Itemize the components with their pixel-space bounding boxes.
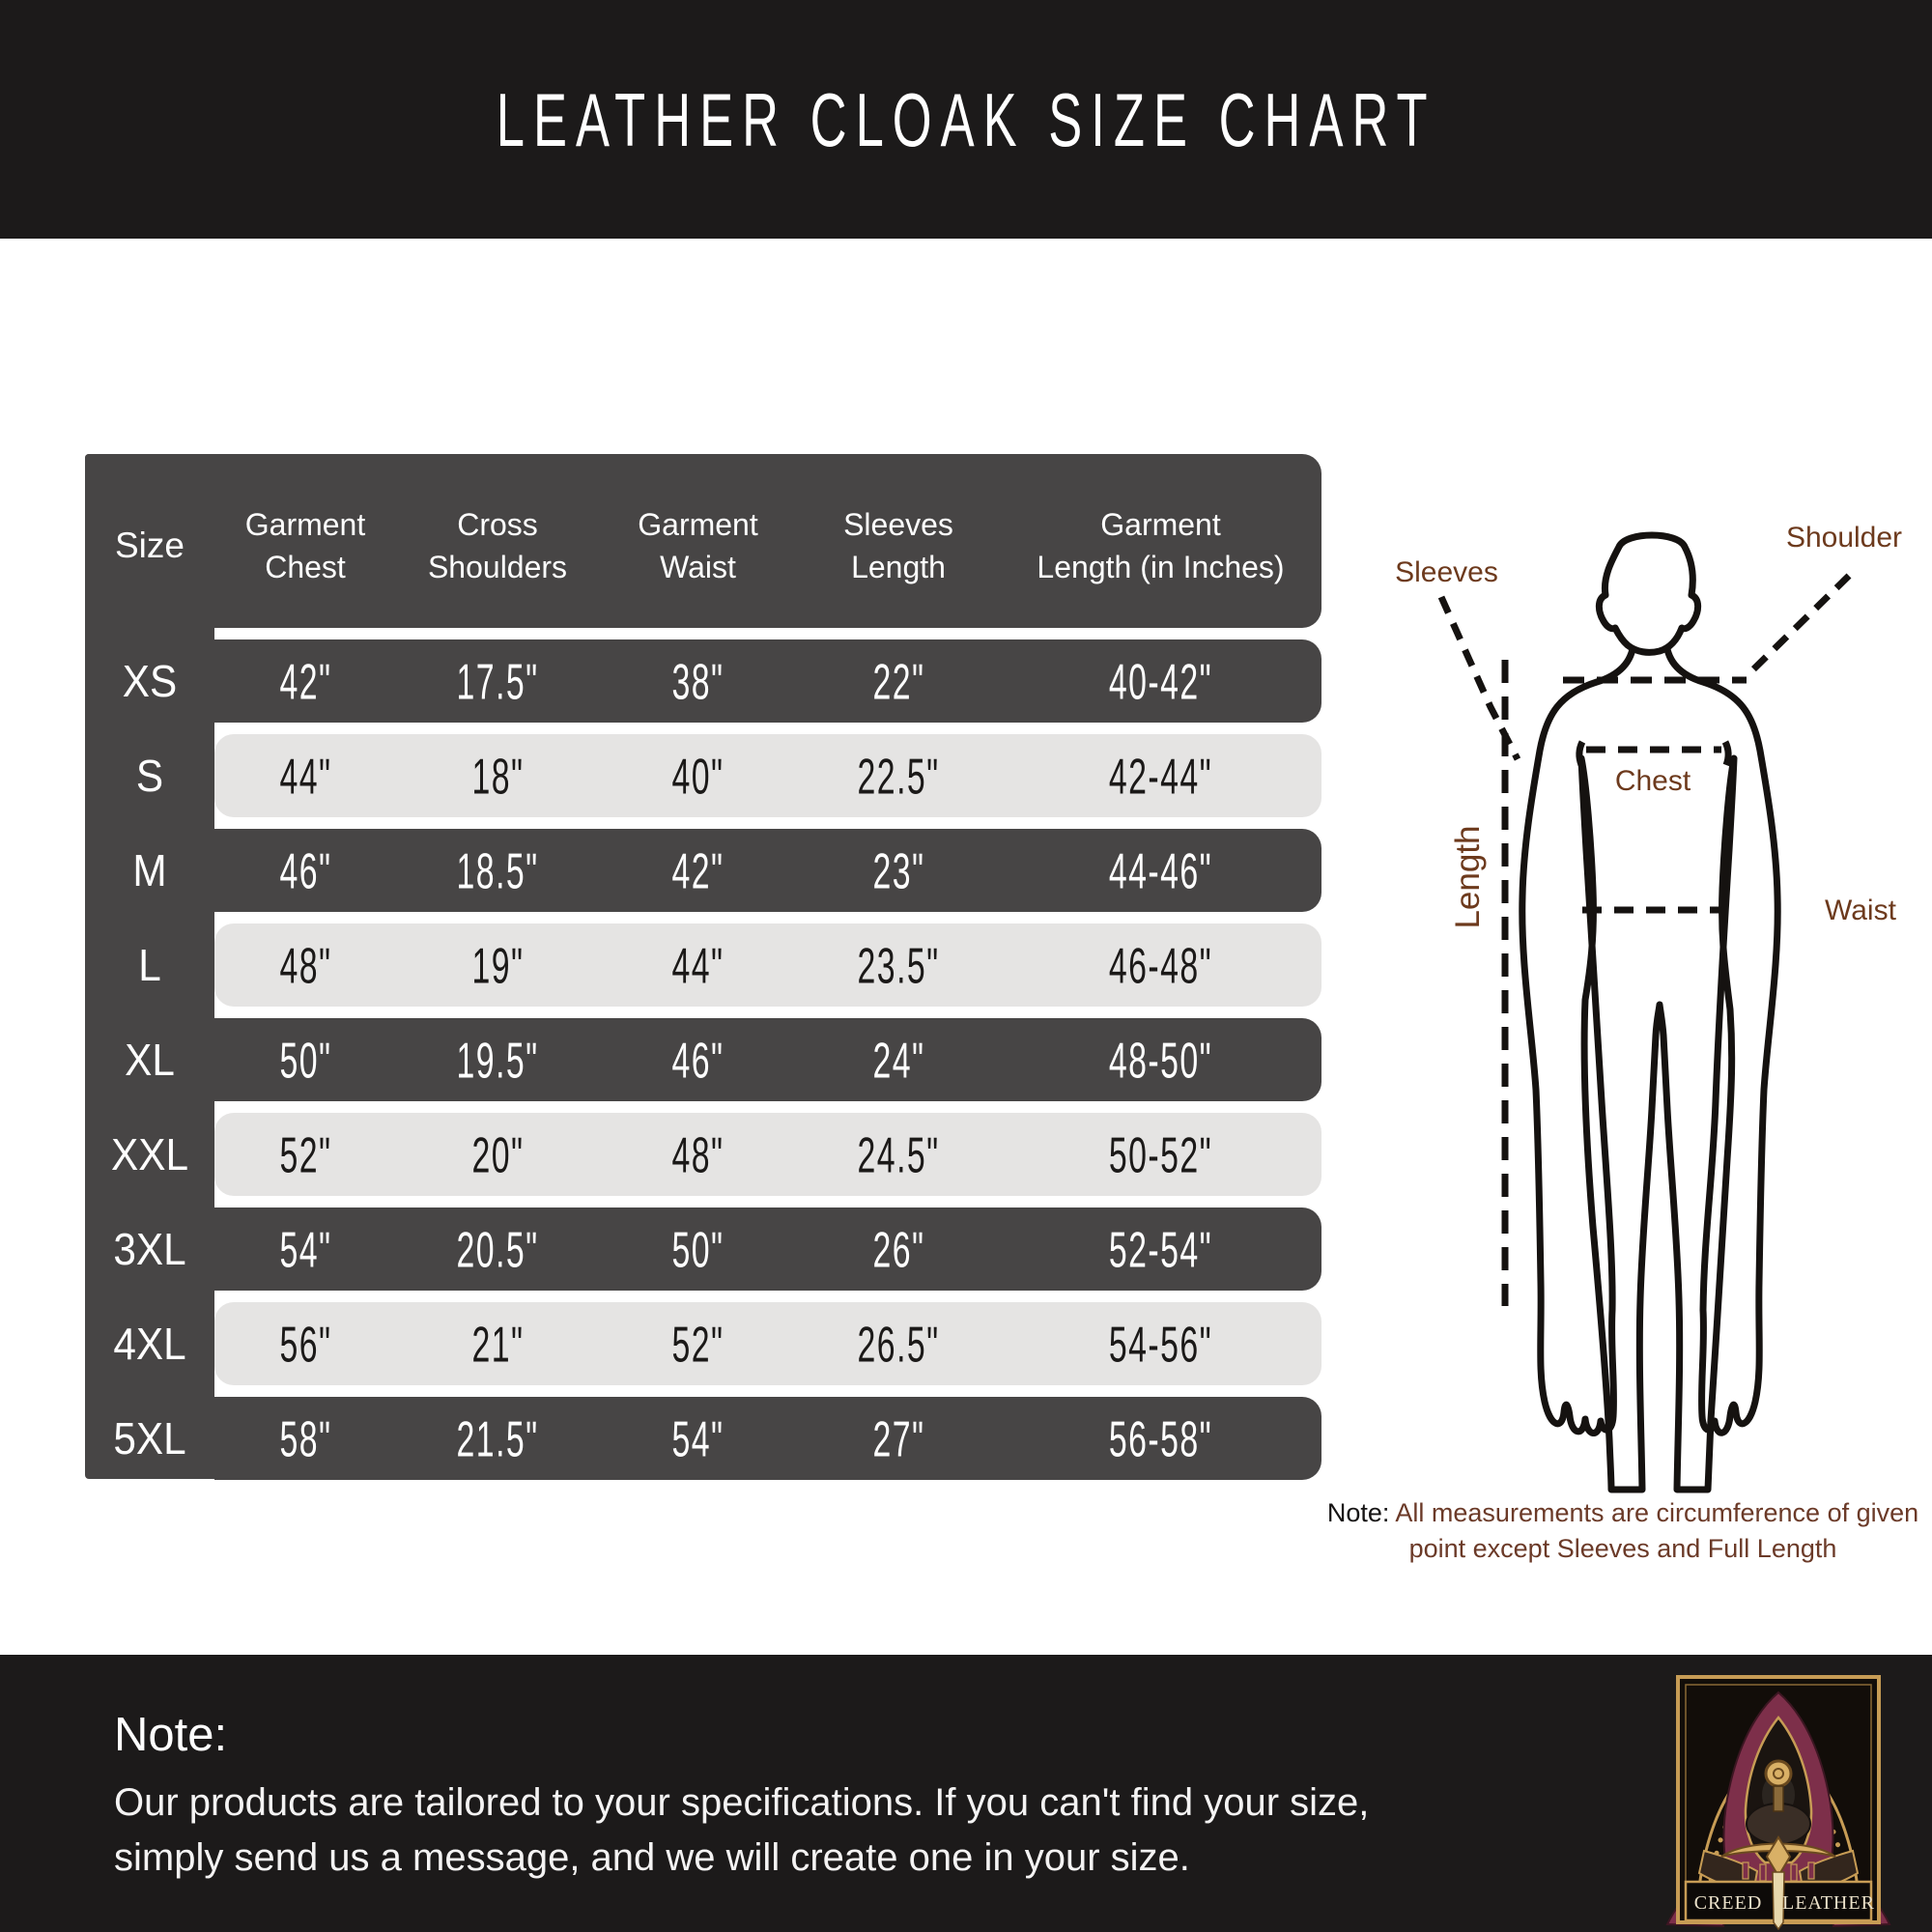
cell-sleeves: 26.5" [857,1315,940,1373]
sleeves-label: Sleeves [1395,556,1498,588]
table-row: XXL 52" 20" 48" 24.5" 50-52" [111,1113,1321,1196]
footer-note-heading: Note: [114,1709,228,1761]
size-table: Size Garment Chest Cross Shoulders Garme… [85,454,1321,1480]
cell-chest: 58" [279,1409,331,1467]
table-row: XL 50" 19.5" 46" 24" 48-50" [125,1018,1321,1101]
column-header-sleeves: Sleeves Length [843,506,953,584]
row-size-label: XL [125,1035,175,1085]
cell-shoulders: 20.5" [456,1220,539,1278]
cell-chest: 48" [279,936,331,994]
row-size-label: XS [122,656,178,706]
shoulder-label: Shoulder [1785,522,1903,554]
row-size-label: M [132,845,167,895]
cell-waist: 42" [671,841,724,899]
cell-waist: 54" [671,1409,724,1467]
table-row: XS 42" 17.5" 38" 22" 40-42" [123,639,1321,723]
row-size-label: L [138,940,161,990]
column-header-waist: Garment Waist [638,506,758,584]
cell-length: 56-58" [1108,1409,1213,1467]
body-figure-illustration [1437,531,1852,1493]
page-title: LEATHER CLOAK SIZE CHART [496,76,1436,162]
cell-sleeves: 22" [872,652,924,710]
cell-shoulders: 19" [471,936,524,994]
sleeves-pointer-line [1437,595,1521,761]
chest-label: Chest [1614,765,1691,797]
chest-line-right-hook [1721,740,1732,767]
cell-chest: 46" [279,841,331,899]
waist-label: Waist [1825,895,1896,926]
cell-chest: 56" [279,1315,331,1373]
cell-waist: 50" [671,1220,724,1278]
table-row: S 44" 18" 40" 22.5" 42-44" [136,734,1321,817]
cell-waist: 48" [671,1125,724,1183]
cell-chest: 50" [279,1031,331,1089]
cell-waist: 40" [671,747,724,805]
table-row: 3XL 54" 20.5" 50" 26" 52-54" [113,1208,1321,1291]
cell-length: 40-42" [1108,652,1213,710]
diagram-note-text: All measurements are circumference of gi… [1395,1498,1919,1564]
table-row: M 46" 18.5" 42" 23" 44-46" [132,829,1321,912]
cell-chest: 52" [279,1125,331,1183]
column-header-chest: Garment Chest [244,506,366,584]
cell-chest: 44" [279,747,331,805]
cell-shoulders: 21.5" [456,1409,539,1467]
length-label: Length [1449,825,1487,929]
cell-length: 52-54" [1108,1220,1213,1278]
cell-length: 50-52" [1108,1125,1213,1183]
cell-chest: 54" [279,1220,331,1278]
row-size-label: 5XL [113,1413,186,1463]
table-row: L 48" 19" 44" 23.5" 46-48" [138,923,1321,1007]
creed-leather-logo: CREED LEATHER [1665,1675,1891,1930]
logo-text-leather: LEATHER [1782,1892,1875,1914]
cell-sleeves: 24" [872,1031,924,1089]
cell-shoulders: 18" [471,747,524,805]
cell-sleeves: 26" [872,1220,924,1278]
table-row: 4XL 56" 21" 52" 26.5" 54-56" [113,1302,1321,1385]
cell-waist: 46" [671,1031,724,1089]
table-body: XS 42" 17.5" 38" 22" 40-42" S 44" 18" 40… [111,639,1321,1480]
diagram-note-prefix: Note: [1326,1498,1390,1527]
cell-length: 46-48" [1108,936,1213,994]
cell-shoulders: 21" [471,1315,524,1373]
title-band: LEATHER CLOAK SIZE CHART [0,0,1932,239]
logo-text-creed: CREED [1694,1892,1763,1914]
cell-sleeves: 22.5" [857,747,940,805]
cell-shoulders: 18.5" [456,841,539,899]
cell-sleeves: 27" [872,1409,924,1467]
cell-sleeves: 23.5" [857,936,940,994]
diagram-note: Note: All measurements are circumference… [1306,1495,1932,1568]
table-header: Size Garment Chest Cross Shoulders Garme… [85,454,1321,628]
footer-note-body: Our products are tailored to your specif… [114,1781,1370,1880]
cell-waist: 44" [671,936,724,994]
cell-shoulders: 20" [471,1125,524,1183]
cell-length: 44-46" [1108,841,1213,899]
cell-sleeves: 24.5" [857,1125,940,1183]
row-size-label: XXL [110,1129,188,1179]
cell-length: 54-56" [1108,1315,1213,1373]
cell-shoulders: 17.5" [456,652,539,710]
row-size-label: S [135,751,164,801]
column-header-size: Size [115,526,185,566]
shoulder-pointer-line [1750,573,1852,672]
cell-shoulders: 19.5" [456,1031,539,1089]
cell-length: 42-44" [1108,747,1213,805]
column-header-length: Garment Length (in Inches) [1037,506,1285,584]
row-size-label: 3XL [113,1224,186,1274]
footer-band [0,1655,1932,1932]
cell-chest: 42" [279,652,331,710]
column-header-shoulders: Cross Shoulders [427,506,568,584]
cell-waist: 38" [671,652,724,710]
cell-length: 48-50" [1108,1031,1213,1089]
chest-line-left-hook [1576,740,1586,767]
cell-sleeves: 23" [872,841,924,899]
measurement-diagram: Sleeves Shoulder Chest Waist Length [1333,464,1932,1517]
table-row: 5XL 58" 21.5" 54" 27" 56-58" [113,1397,1321,1480]
row-size-label: 4XL [113,1319,186,1369]
cell-waist: 52" [671,1315,724,1373]
